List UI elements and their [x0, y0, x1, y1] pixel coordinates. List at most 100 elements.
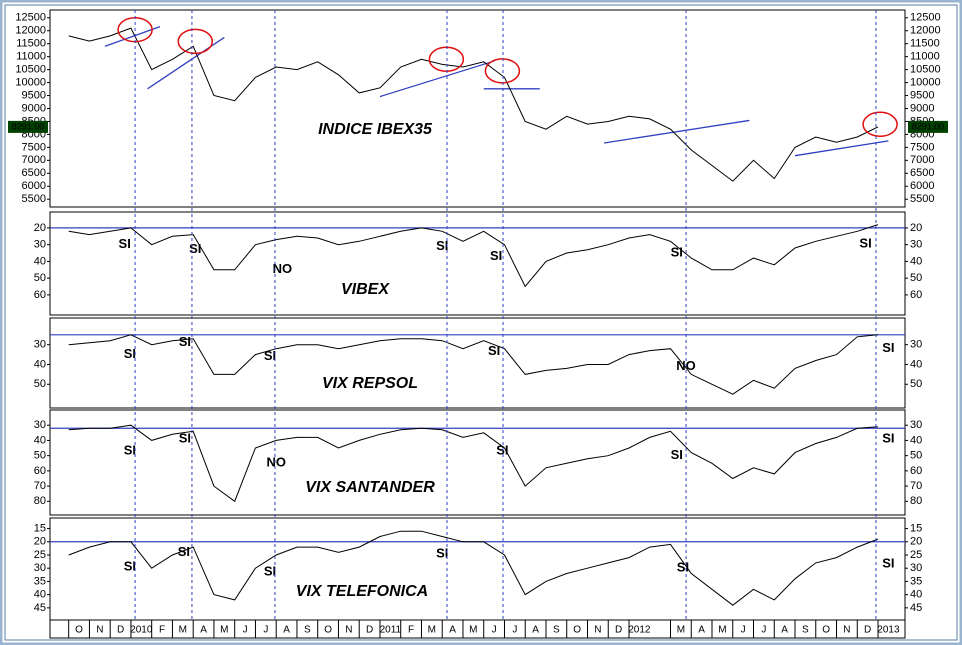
panel-title: VIX TELEFONICA: [296, 583, 428, 600]
y-tick-label: 9000: [22, 102, 46, 114]
x-tick-label: O: [573, 625, 581, 636]
y-tick-label: 50: [34, 378, 46, 390]
y-tick-label-right: 40: [910, 255, 922, 267]
y-tick-label: 25: [34, 549, 46, 561]
signal-label: SI: [189, 241, 201, 256]
x-tick-label: J: [761, 625, 766, 636]
signal-label: SI: [179, 430, 191, 445]
highlight-circle: [177, 28, 214, 55]
y-tick-label-right: 12000: [910, 25, 941, 37]
y-tick-label: 12500: [15, 12, 46, 24]
y-tick-label-right: 60: [910, 465, 922, 477]
x-tick-label: F: [408, 625, 414, 636]
last-value-label: 8291.00: [912, 121, 945, 131]
x-tick-label: D: [864, 625, 871, 636]
x-tick-label: M: [220, 625, 228, 636]
price-line: [68, 224, 879, 288]
y-tick-label-right: 40: [910, 358, 922, 370]
y-tick-label: 70: [34, 480, 46, 492]
y-tick-label-right: 7000: [910, 154, 934, 166]
y-tick-label: 15: [34, 522, 46, 534]
signal-label: SI: [119, 236, 131, 251]
x-tick-label: M: [179, 625, 187, 636]
last-value-box: [908, 120, 948, 133]
signal-label: SI: [490, 248, 502, 263]
y-tick-label-right: 30: [910, 419, 922, 431]
x-tick-label: 2010: [130, 625, 153, 636]
y-tick-label: 30: [34, 239, 46, 251]
y-tick-label: 40: [34, 589, 46, 601]
y-tick-label-right: 20: [910, 536, 922, 548]
x-tick-label: N: [843, 625, 850, 636]
y-tick-label-right: 70: [910, 480, 922, 492]
y-tick-label-right: 50: [910, 272, 922, 284]
trend-line: [104, 25, 161, 47]
y-tick-label: 11000: [16, 51, 46, 63]
y-tick-label: 40: [34, 358, 46, 370]
signal-label: SI: [671, 244, 683, 259]
x-tick-label: S: [553, 625, 560, 636]
panel: [49, 211, 906, 316]
price-line: [68, 334, 879, 395]
y-tick-label-right: 10000: [910, 76, 941, 88]
signal-label: SI: [882, 340, 894, 355]
y-tick-label: 40: [34, 434, 46, 446]
y-tick-label: 35: [34, 575, 46, 587]
y-tick-label: 30: [34, 339, 46, 351]
signal-label: SI: [436, 545, 448, 560]
signal-label: NO: [273, 261, 293, 276]
y-tick-label: 60: [34, 465, 46, 477]
signal-label: SI: [436, 238, 448, 253]
x-tick-label: M: [677, 625, 685, 636]
y-tick-label-right: 11000: [910, 51, 940, 63]
signal-label: SI: [882, 556, 894, 571]
x-tick-label: 2013: [877, 625, 900, 636]
x-tick-label: A: [449, 625, 456, 636]
x-tick-label: D: [366, 625, 373, 636]
x-tick-label: A: [200, 625, 207, 636]
y-tick-label-right: 12500: [910, 12, 941, 24]
panel-title: VIX SANTANDER: [305, 479, 435, 496]
y-tick-label: 12000: [15, 25, 46, 37]
y-tick-label: 7000: [22, 154, 46, 166]
trend-line: [603, 119, 750, 144]
y-tick-label-right: 6000: [910, 180, 934, 192]
y-tick-label-right: 30: [910, 562, 922, 574]
x-tick-label: J: [263, 625, 268, 636]
price-line: [68, 27, 879, 182]
x-axis-band: [49, 619, 906, 639]
x-tick-label: D: [615, 625, 622, 636]
trend-line: [794, 140, 889, 157]
signal-label: SI: [179, 334, 191, 349]
x-tick-label: J: [741, 625, 746, 636]
y-tick-label-right: 35: [910, 575, 922, 587]
y-tick-label-right: 80: [910, 495, 922, 507]
y-tick-label-right: 9500: [910, 89, 934, 101]
highlight-circle: [484, 58, 521, 84]
x-tick-label: J: [512, 625, 517, 636]
x-tick-label: A: [698, 625, 705, 636]
last-value-label: 8291.00: [12, 121, 45, 131]
y-tick-label: 11500: [16, 38, 46, 50]
x-tick-label: O: [75, 625, 83, 636]
y-tick-label-right: 50: [910, 378, 922, 390]
signal-label: SI: [496, 443, 508, 458]
x-tick-label: A: [283, 625, 290, 636]
panel: [49, 409, 906, 516]
x-tick-label: J: [492, 625, 497, 636]
y-tick-label-right: 15: [910, 522, 922, 534]
y-tick-label: 10000: [15, 76, 46, 88]
y-tick-label: 20: [34, 536, 46, 548]
y-tick-label-right: 30: [910, 239, 922, 251]
y-tick-label-right: 45: [910, 602, 922, 614]
signal-label: SI: [178, 544, 190, 559]
y-tick-label: 30: [34, 419, 46, 431]
y-tick-label: 5500: [22, 193, 46, 205]
x-tick-label: 2011: [380, 625, 402, 636]
signal-label: SI: [882, 430, 894, 445]
x-tick-label: M: [718, 625, 726, 636]
x-tick-label: N: [345, 625, 352, 636]
signal-label: SI: [264, 564, 276, 579]
